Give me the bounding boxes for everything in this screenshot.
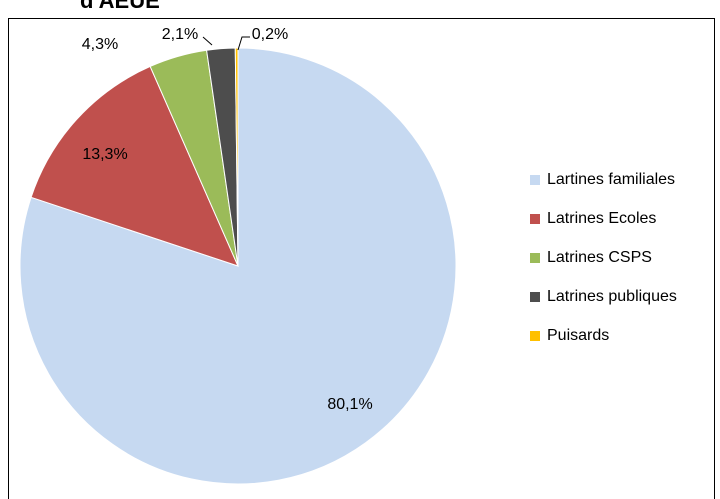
pie-slice [30, 65, 239, 267]
legend-swatch [530, 175, 540, 185]
legend-swatch [530, 253, 540, 263]
data-label: 4,3% [82, 36, 118, 53]
legend-label: Latrines CSPS [547, 249, 652, 266]
data-label: 13,3% [82, 146, 127, 163]
legend-label: Latrines publiques [547, 288, 677, 305]
leader-line [202, 36, 213, 46]
legend-swatch [530, 292, 540, 302]
legend-label: Latrines Ecoles [547, 210, 656, 227]
legend-label: Puisards [547, 327, 609, 344]
data-label: 2,1% [162, 26, 198, 43]
chart-title: d'AEUE [80, 0, 160, 13]
data-label: 80,1% [327, 396, 372, 413]
legend-swatch [530, 331, 540, 341]
legend-swatch [530, 214, 540, 224]
data-label: 0,2% [252, 26, 288, 43]
pie-slice [234, 47, 239, 267]
legend-label: Lartines familiales [547, 171, 675, 188]
leader-line [237, 36, 250, 51]
